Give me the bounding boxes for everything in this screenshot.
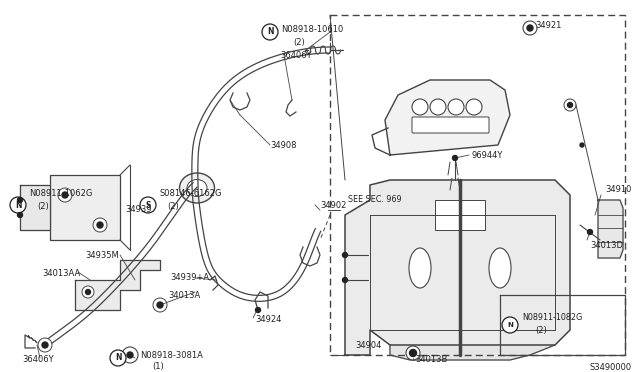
FancyBboxPatch shape: [412, 117, 489, 133]
Text: SEE SEC. 969: SEE SEC. 969: [348, 196, 402, 205]
Text: N08911-1062G: N08911-1062G: [29, 189, 92, 199]
Text: (2): (2): [167, 202, 179, 211]
Circle shape: [564, 99, 576, 111]
Text: 34013A: 34013A: [168, 291, 200, 299]
Circle shape: [262, 24, 278, 40]
Circle shape: [527, 25, 533, 31]
Circle shape: [17, 212, 22, 218]
Circle shape: [157, 302, 163, 308]
Text: N: N: [267, 28, 273, 36]
Text: 34013D: 34013D: [590, 241, 623, 250]
Polygon shape: [598, 200, 623, 258]
Circle shape: [10, 197, 26, 213]
Text: 34013B: 34013B: [415, 356, 447, 365]
Circle shape: [410, 350, 417, 356]
Circle shape: [466, 99, 482, 115]
Circle shape: [448, 99, 464, 115]
Circle shape: [42, 342, 48, 348]
Polygon shape: [385, 80, 510, 155]
Text: (2): (2): [293, 38, 305, 46]
Circle shape: [62, 192, 68, 198]
Text: 36406Y: 36406Y: [280, 51, 312, 60]
Circle shape: [140, 197, 156, 213]
Circle shape: [523, 21, 537, 35]
Circle shape: [127, 352, 133, 358]
Text: 96944Y: 96944Y: [472, 151, 504, 160]
Text: (2): (2): [37, 202, 49, 211]
Text: 34902: 34902: [320, 201, 346, 209]
Circle shape: [580, 143, 584, 147]
Text: S3490000: S3490000: [590, 363, 632, 372]
Text: N: N: [507, 322, 513, 328]
Polygon shape: [75, 260, 160, 310]
Text: S08146-6162G: S08146-6162G: [159, 189, 221, 199]
Ellipse shape: [187, 180, 207, 196]
Text: (2): (2): [535, 326, 547, 334]
Text: N: N: [115, 353, 121, 362]
Circle shape: [86, 289, 90, 295]
Circle shape: [82, 286, 94, 298]
Text: (1): (1): [152, 362, 164, 372]
Text: N08911-1082G: N08911-1082G: [522, 314, 582, 323]
Text: 34013AA: 34013AA: [42, 269, 80, 278]
Text: 34939+A: 34939+A: [170, 273, 209, 282]
Polygon shape: [345, 180, 570, 355]
Ellipse shape: [409, 248, 431, 288]
Circle shape: [412, 99, 428, 115]
Circle shape: [255, 308, 260, 312]
Circle shape: [568, 103, 573, 108]
Circle shape: [342, 278, 348, 282]
Circle shape: [430, 99, 446, 115]
Text: 34924: 34924: [255, 315, 282, 324]
Circle shape: [452, 155, 458, 160]
Circle shape: [93, 218, 107, 232]
Circle shape: [122, 347, 138, 363]
Text: 36406Y: 36406Y: [22, 356, 54, 365]
FancyBboxPatch shape: [435, 200, 485, 230]
Circle shape: [406, 346, 420, 360]
Circle shape: [38, 338, 52, 352]
Polygon shape: [390, 345, 555, 360]
Text: N08918-3081A: N08918-3081A: [140, 350, 203, 359]
Circle shape: [342, 253, 348, 257]
Ellipse shape: [489, 248, 511, 288]
Text: 34908: 34908: [270, 141, 296, 150]
Circle shape: [97, 222, 103, 228]
Circle shape: [17, 198, 22, 202]
Circle shape: [588, 230, 593, 234]
Ellipse shape: [179, 173, 214, 203]
Text: N: N: [15, 201, 21, 209]
Circle shape: [153, 298, 167, 312]
Text: 34921: 34921: [535, 20, 561, 29]
Text: 34939: 34939: [125, 205, 152, 215]
Text: N08918-10610: N08918-10610: [281, 26, 343, 35]
Text: 34904: 34904: [355, 340, 381, 350]
Polygon shape: [20, 185, 50, 230]
FancyBboxPatch shape: [50, 175, 120, 240]
Text: 34910: 34910: [605, 186, 632, 195]
Circle shape: [502, 317, 518, 333]
Text: 34935M: 34935M: [85, 250, 119, 260]
Text: S: S: [145, 201, 150, 209]
Circle shape: [58, 188, 72, 202]
Circle shape: [110, 350, 126, 366]
